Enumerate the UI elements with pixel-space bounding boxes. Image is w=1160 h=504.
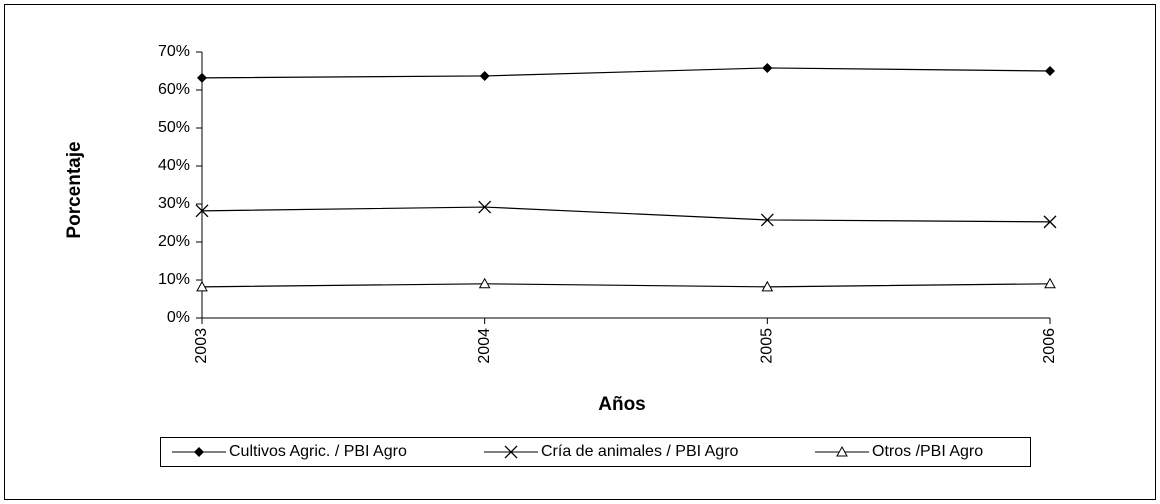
legend-label: Cultivos Agric. / PBI Agro — [229, 443, 407, 460]
data-point — [478, 200, 492, 214]
data-point — [479, 70, 490, 81]
data-point — [760, 213, 774, 227]
data-point — [1045, 66, 1055, 76]
y-tick-label: 20% — [158, 233, 190, 250]
data-point — [196, 280, 208, 292]
y-tick-label: 70% — [158, 43, 190, 60]
data-point — [1044, 277, 1056, 289]
x-tick-label: 2003 — [193, 328, 210, 364]
data-point — [1043, 215, 1057, 229]
legend-marker — [504, 445, 518, 459]
series-line — [201, 283, 1051, 288]
y-axis-title: Porcentaje — [64, 141, 85, 238]
data-point — [197, 72, 207, 83]
y-tick-label: 30% — [158, 195, 190, 212]
legend-marker — [194, 447, 204, 457]
y-tick-label: 50% — [158, 119, 190, 136]
data-point — [195, 204, 209, 218]
x-tick-label: 2006 — [1041, 328, 1058, 364]
y-tick-label: 40% — [158, 157, 190, 174]
y-tick-label: 0% — [167, 309, 190, 326]
series-line — [201, 206, 1051, 223]
legend-marker — [836, 445, 848, 457]
legend-label: Otros /PBI Agro — [872, 443, 983, 460]
data-point — [761, 280, 774, 292]
x-axis-title: Años — [598, 394, 646, 415]
x-tick-label: 2005 — [759, 328, 776, 364]
data-point — [762, 62, 773, 73]
legend-box — [160, 437, 1031, 467]
chart-frame — [4, 4, 1156, 500]
x-tick-label: 2004 — [476, 328, 493, 364]
legend-label: Cría de animales / PBI Agro — [541, 443, 739, 460]
series-line — [201, 67, 1051, 79]
data-point — [478, 277, 491, 289]
y-tick-label: 10% — [158, 271, 190, 288]
y-tick-label: 60% — [158, 81, 190, 98]
